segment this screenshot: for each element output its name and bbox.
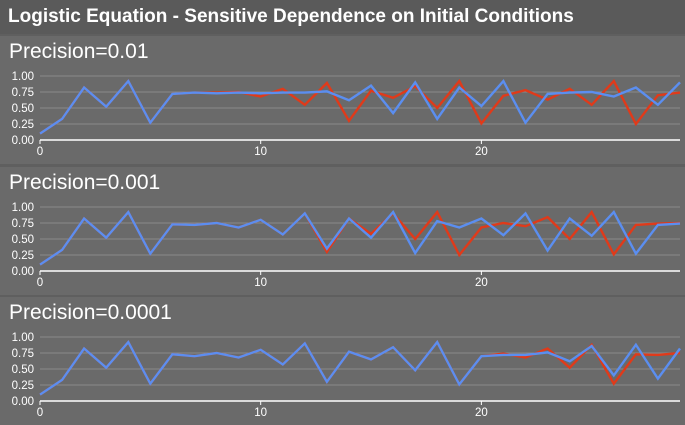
series-red-line (39, 78, 681, 135)
y-tick-label: 0.25 (12, 250, 34, 262)
y-tick-label: 0.75 (12, 348, 34, 360)
x-tick-label: 0 (37, 407, 43, 419)
y-tick-label: 0.00 (12, 396, 34, 408)
x-tick-label: 10 (254, 146, 267, 158)
y-tick-label: 0.25 (12, 119, 34, 131)
app-title: Logistic Equation - Sensitive Dependence… (0, 0, 685, 34)
y-tick-label: 0.75 (12, 218, 34, 230)
y-tick-label: 0.50 (12, 103, 34, 115)
x-tick-label: 20 (475, 277, 488, 289)
y-tick-label: 0.00 (12, 266, 34, 278)
x-tick-label: 20 (475, 146, 488, 158)
chart-panel-3: Precision=0.0001 1.00 0.75 0.50 0.25 0.00 0 10… (0, 297, 685, 425)
x-tick-label: 10 (254, 277, 267, 289)
y-tick-label: 0.50 (12, 234, 34, 246)
series-blue-line (39, 78, 681, 135)
chart-plot-1: 1.00 0.75 0.50 0.25 0.000 10 20 (12, 71, 681, 158)
chart-plot-2: 1.00 0.75 0.50 0.25 0.000 10 20 (12, 202, 681, 289)
y-tick-label: 0.00 (12, 135, 34, 147)
series-blue-line (39, 209, 681, 266)
y-tick-label: 1.00 (12, 71, 34, 83)
x-tick-label: 10 (254, 407, 267, 419)
x-tick-label: 0 (37, 146, 43, 158)
series-blue-line (39, 339, 681, 396)
chart-title-1: Precision=0.01 (9, 40, 149, 63)
y-tick-label: 1.00 (12, 332, 34, 344)
series-red-line (39, 209, 681, 266)
chart-title-2: Precision=0.001 (9, 171, 161, 194)
chart-panel-1: Precision=0.01 1.00 0.75 0.50 0.25 0.00 0 10 20 (0, 36, 685, 164)
x-tick-label: 20 (475, 407, 488, 419)
y-tick-label: 1.00 (12, 202, 34, 214)
x-tick-label: 0 (37, 277, 43, 289)
y-tick-label: 0.75 (12, 87, 34, 99)
y-tick-label: 0.50 (12, 364, 34, 376)
y-tick-label: 0.25 (12, 380, 34, 392)
chart-plot-3: 1.00 0.75 0.50 0.25 0.000 10 20 (12, 332, 681, 419)
chart-panel-2: Precision=0.001 1.00 0.75 0.50 0.25 0.00 0 10 2… (0, 167, 685, 295)
chart-title-3: Precision=0.0001 (9, 301, 172, 324)
